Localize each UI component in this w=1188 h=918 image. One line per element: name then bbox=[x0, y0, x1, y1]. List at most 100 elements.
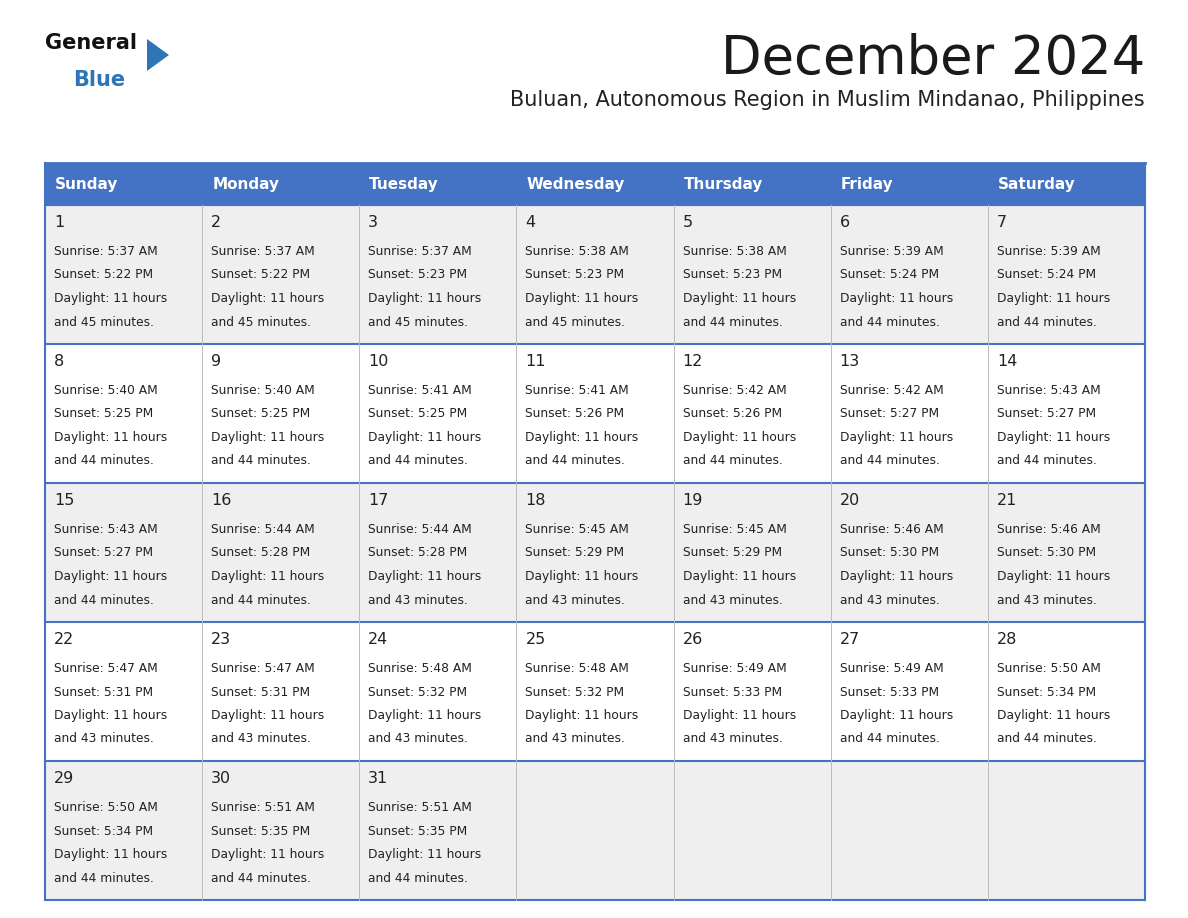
Text: 7: 7 bbox=[997, 215, 1007, 230]
Text: 25: 25 bbox=[525, 632, 545, 647]
Text: Sunset: 5:31 PM: Sunset: 5:31 PM bbox=[211, 686, 310, 699]
Text: 1: 1 bbox=[53, 215, 64, 230]
Text: 10: 10 bbox=[368, 354, 388, 369]
Text: 8: 8 bbox=[53, 354, 64, 369]
Bar bbox=[202, 163, 359, 205]
Text: 13: 13 bbox=[840, 354, 860, 369]
Text: Wednesday: Wednesday bbox=[526, 176, 625, 192]
Text: Sunrise: 5:45 AM: Sunrise: 5:45 AM bbox=[525, 523, 630, 536]
Text: Sunrise: 5:37 AM: Sunrise: 5:37 AM bbox=[368, 245, 472, 258]
Text: Sunset: 5:32 PM: Sunset: 5:32 PM bbox=[368, 686, 467, 699]
Text: Tuesday: Tuesday bbox=[369, 176, 440, 192]
Text: Daylight: 11 hours: Daylight: 11 hours bbox=[368, 709, 481, 722]
Text: 14: 14 bbox=[997, 354, 1017, 369]
Text: and 43 minutes.: and 43 minutes. bbox=[525, 733, 625, 745]
Text: Sunset: 5:31 PM: Sunset: 5:31 PM bbox=[53, 686, 153, 699]
Text: Sunset: 5:26 PM: Sunset: 5:26 PM bbox=[525, 408, 625, 420]
Bar bbox=[359, 163, 517, 205]
Text: Sunset: 5:29 PM: Sunset: 5:29 PM bbox=[525, 546, 625, 559]
Text: 20: 20 bbox=[840, 493, 860, 508]
Bar bbox=[45, 205, 1145, 344]
Text: Sunrise: 5:47 AM: Sunrise: 5:47 AM bbox=[53, 662, 158, 675]
Text: and 43 minutes.: and 43 minutes. bbox=[368, 594, 468, 607]
Text: 5: 5 bbox=[683, 215, 693, 230]
Text: Monday: Monday bbox=[213, 176, 279, 192]
Text: Daylight: 11 hours: Daylight: 11 hours bbox=[840, 570, 953, 583]
Bar bbox=[45, 761, 1145, 900]
Text: Sunrise: 5:37 AM: Sunrise: 5:37 AM bbox=[211, 245, 315, 258]
Text: Sunrise: 5:50 AM: Sunrise: 5:50 AM bbox=[53, 801, 158, 814]
Text: 27: 27 bbox=[840, 632, 860, 647]
Text: Sunset: 5:24 PM: Sunset: 5:24 PM bbox=[840, 268, 939, 282]
Text: and 44 minutes.: and 44 minutes. bbox=[840, 733, 940, 745]
Text: Sunset: 5:25 PM: Sunset: 5:25 PM bbox=[53, 408, 153, 420]
Text: Sunset: 5:35 PM: Sunset: 5:35 PM bbox=[211, 824, 310, 837]
Text: Daylight: 11 hours: Daylight: 11 hours bbox=[211, 848, 324, 861]
Text: 18: 18 bbox=[525, 493, 546, 508]
Text: Friday: Friday bbox=[841, 176, 893, 192]
Bar bbox=[988, 163, 1145, 205]
Text: and 43 minutes.: and 43 minutes. bbox=[211, 733, 311, 745]
Text: 24: 24 bbox=[368, 632, 388, 647]
Text: 28: 28 bbox=[997, 632, 1017, 647]
Text: and 43 minutes.: and 43 minutes. bbox=[368, 733, 468, 745]
Text: Daylight: 11 hours: Daylight: 11 hours bbox=[840, 709, 953, 722]
Text: Sunset: 5:28 PM: Sunset: 5:28 PM bbox=[368, 546, 468, 559]
Text: General: General bbox=[45, 33, 137, 53]
Text: 15: 15 bbox=[53, 493, 75, 508]
Text: Sunrise: 5:41 AM: Sunrise: 5:41 AM bbox=[525, 384, 630, 397]
Text: Sunrise: 5:40 AM: Sunrise: 5:40 AM bbox=[211, 384, 315, 397]
Text: Daylight: 11 hours: Daylight: 11 hours bbox=[211, 431, 324, 444]
Text: 6: 6 bbox=[840, 215, 849, 230]
Text: Daylight: 11 hours: Daylight: 11 hours bbox=[997, 292, 1110, 305]
Text: 9: 9 bbox=[211, 354, 221, 369]
Text: Sunset: 5:33 PM: Sunset: 5:33 PM bbox=[840, 686, 939, 699]
Text: 26: 26 bbox=[683, 632, 703, 647]
Text: 3: 3 bbox=[368, 215, 378, 230]
Text: Sunrise: 5:48 AM: Sunrise: 5:48 AM bbox=[368, 662, 472, 675]
Text: Blue: Blue bbox=[72, 70, 125, 90]
Text: and 44 minutes.: and 44 minutes. bbox=[53, 454, 154, 467]
Text: 21: 21 bbox=[997, 493, 1017, 508]
Text: Sunrise: 5:46 AM: Sunrise: 5:46 AM bbox=[840, 523, 943, 536]
Text: Sunset: 5:23 PM: Sunset: 5:23 PM bbox=[683, 268, 782, 282]
Text: 22: 22 bbox=[53, 632, 74, 647]
Text: Sunset: 5:32 PM: Sunset: 5:32 PM bbox=[525, 686, 625, 699]
Text: Sunrise: 5:47 AM: Sunrise: 5:47 AM bbox=[211, 662, 315, 675]
Text: Sunrise: 5:49 AM: Sunrise: 5:49 AM bbox=[683, 662, 786, 675]
Text: Sunrise: 5:48 AM: Sunrise: 5:48 AM bbox=[525, 662, 630, 675]
Text: Daylight: 11 hours: Daylight: 11 hours bbox=[211, 570, 324, 583]
Text: 17: 17 bbox=[368, 493, 388, 508]
Bar bbox=[674, 163, 830, 205]
Text: and 44 minutes.: and 44 minutes. bbox=[997, 733, 1097, 745]
Text: Sunset: 5:25 PM: Sunset: 5:25 PM bbox=[368, 408, 468, 420]
Text: and 44 minutes.: and 44 minutes. bbox=[525, 454, 625, 467]
Text: Daylight: 11 hours: Daylight: 11 hours bbox=[683, 570, 796, 583]
Text: Daylight: 11 hours: Daylight: 11 hours bbox=[683, 431, 796, 444]
Text: and 44 minutes.: and 44 minutes. bbox=[683, 454, 783, 467]
Text: Sunday: Sunday bbox=[55, 176, 119, 192]
Text: and 44 minutes.: and 44 minutes. bbox=[368, 454, 468, 467]
Text: and 45 minutes.: and 45 minutes. bbox=[525, 316, 625, 329]
Text: and 44 minutes.: and 44 minutes. bbox=[211, 454, 311, 467]
Text: and 43 minutes.: and 43 minutes. bbox=[525, 594, 625, 607]
Text: and 45 minutes.: and 45 minutes. bbox=[211, 316, 311, 329]
Text: Daylight: 11 hours: Daylight: 11 hours bbox=[997, 431, 1110, 444]
Text: 31: 31 bbox=[368, 771, 388, 786]
Text: Sunset: 5:27 PM: Sunset: 5:27 PM bbox=[840, 408, 939, 420]
Text: and 44 minutes.: and 44 minutes. bbox=[53, 871, 154, 885]
Text: Sunset: 5:25 PM: Sunset: 5:25 PM bbox=[211, 408, 310, 420]
Text: and 44 minutes.: and 44 minutes. bbox=[53, 594, 154, 607]
Text: and 44 minutes.: and 44 minutes. bbox=[683, 316, 783, 329]
Text: Daylight: 11 hours: Daylight: 11 hours bbox=[525, 570, 639, 583]
Text: Sunset: 5:23 PM: Sunset: 5:23 PM bbox=[368, 268, 467, 282]
Text: Sunrise: 5:39 AM: Sunrise: 5:39 AM bbox=[840, 245, 943, 258]
Text: Sunset: 5:26 PM: Sunset: 5:26 PM bbox=[683, 408, 782, 420]
Text: Daylight: 11 hours: Daylight: 11 hours bbox=[53, 570, 168, 583]
Text: Sunset: 5:30 PM: Sunset: 5:30 PM bbox=[997, 546, 1097, 559]
Bar bbox=[45, 344, 1145, 483]
Text: Daylight: 11 hours: Daylight: 11 hours bbox=[997, 709, 1110, 722]
Text: Sunset: 5:34 PM: Sunset: 5:34 PM bbox=[53, 824, 153, 837]
Text: Daylight: 11 hours: Daylight: 11 hours bbox=[53, 431, 168, 444]
Text: Sunset: 5:30 PM: Sunset: 5:30 PM bbox=[840, 546, 939, 559]
